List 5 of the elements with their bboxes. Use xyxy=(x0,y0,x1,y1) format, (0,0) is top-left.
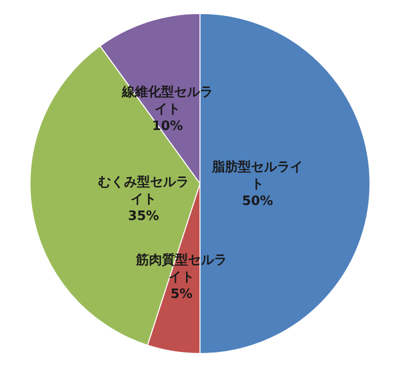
data-label: 5% xyxy=(170,286,193,302)
data-label: 50% xyxy=(242,194,274,209)
slice-label: むくみ型セルライト xyxy=(98,175,189,207)
data-label: 35% xyxy=(128,208,160,224)
slice-label: 脂肪型セルライト xyxy=(211,159,303,192)
